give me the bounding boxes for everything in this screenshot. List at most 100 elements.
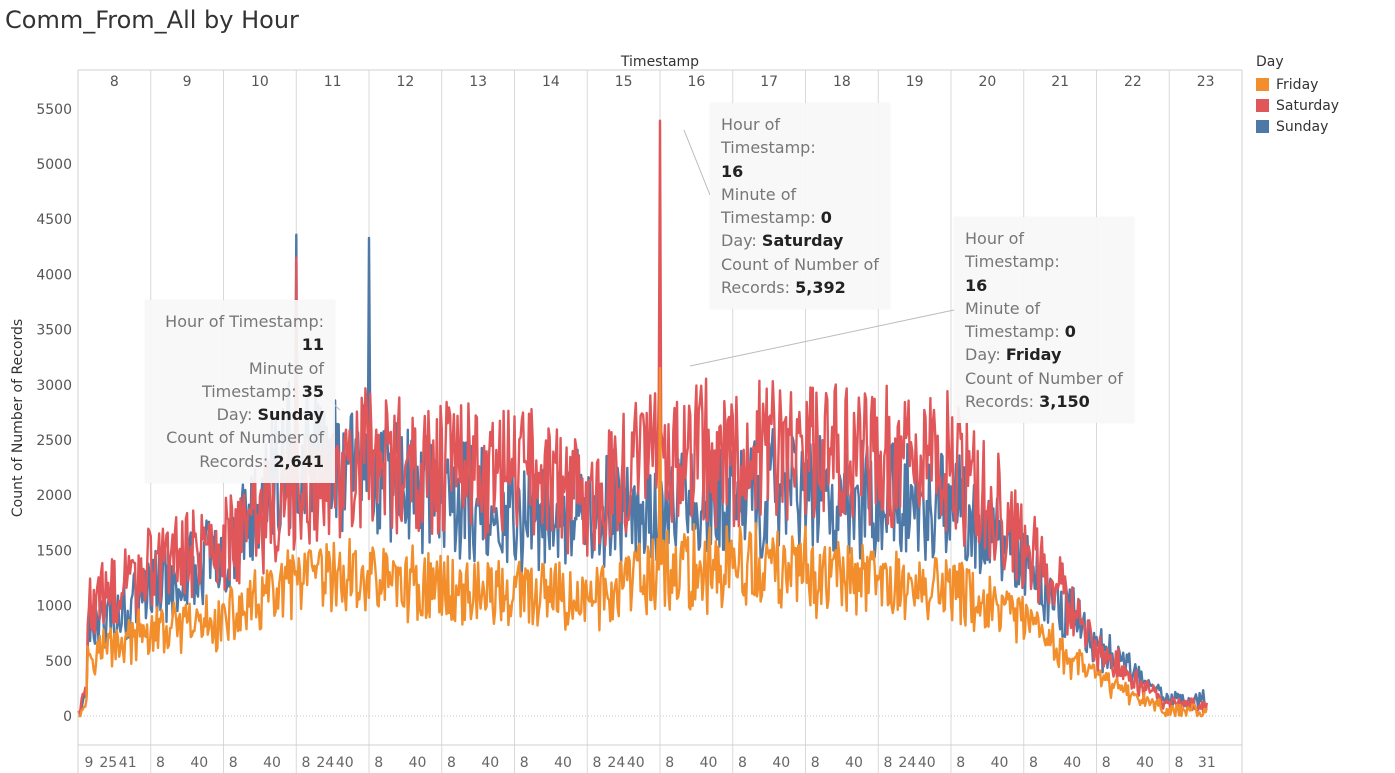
minute-tick-label: 8 — [956, 755, 965, 771]
tooltip-value: 2,641 — [273, 451, 324, 471]
y-tick-label: 2500 — [36, 433, 72, 449]
minute-tick-label: 8 — [1102, 755, 1111, 771]
minute-tick-label: 40 — [409, 755, 427, 771]
tooltip-value: 11 — [301, 335, 324, 355]
minute-tick-label: 41 — [119, 755, 137, 771]
hour-header-label: 15 — [615, 74, 633, 90]
minute-tick-label: 25 — [99, 755, 117, 771]
tooltip-label: Minute of Timestamp: — [201, 358, 324, 401]
minute-tick-label: 24 — [316, 755, 334, 771]
tooltip-pointer — [689, 309, 955, 367]
hour-header-label: 19 — [906, 74, 924, 90]
minute-tick-label: 40 — [190, 755, 208, 771]
tooltip-pointer — [683, 129, 711, 196]
y-tick-label: 0 — [63, 709, 72, 725]
minute-tick-label: 40 — [263, 755, 281, 771]
tooltip-label: Minute of Timestamp: — [965, 298, 1060, 342]
minute-tick-label: 8 — [665, 755, 674, 771]
tooltip-label: Day: — [216, 405, 253, 425]
hour-header-label: 23 — [1197, 74, 1215, 90]
hour-header-label: 8 — [110, 74, 119, 90]
tooltip-label: Count of Number of Records: — [166, 428, 324, 471]
legend: Day Friday Saturday Sunday — [1256, 54, 1339, 137]
hour-header-label: 17 — [760, 74, 778, 90]
minute-tick-label: 8 — [301, 755, 310, 771]
y-tick-label: 4000 — [36, 267, 72, 283]
hour-header-label: 12 — [396, 74, 414, 90]
legend-item-saturday[interactable]: Saturday — [1256, 95, 1339, 116]
y-tick-label: 1000 — [36, 599, 72, 615]
minute-tick-label: 8 — [520, 755, 529, 771]
page-title: Comm_From_All by Hour — [5, 6, 299, 34]
tooltip-value: 0 — [820, 208, 832, 228]
legend-label: Sunday — [1276, 118, 1329, 135]
hour-header-label: 13 — [469, 74, 487, 90]
tooltip-value: 5,392 — [795, 278, 846, 298]
axes: Timestamp 8 9 10 11 12 13 14 15 16 17 18 19 20 21 22 23 9… — [10, 54, 1243, 773]
minute-tick-label: 24 — [898, 755, 916, 771]
tooltip-value: 0 — [1064, 322, 1076, 342]
series-line-friday — [77, 367, 1208, 718]
legend-swatch — [1256, 78, 1269, 91]
minute-tick-label: 8 — [374, 755, 383, 771]
minute-tick-label: 40 — [1063, 755, 1081, 771]
legend-item-friday[interactable]: Friday — [1256, 74, 1339, 95]
minute-tick-label: 8 — [883, 755, 892, 771]
minute-tick-label: 8 — [447, 755, 456, 771]
minute-tick-label: 40 — [627, 755, 645, 771]
minute-tick-label: 40 — [1136, 755, 1154, 771]
minute-tick-label: 8 — [811, 755, 820, 771]
y-tick-label: 5500 — [36, 102, 72, 118]
minute-tick-label: 8 — [592, 755, 601, 771]
y-tick-label: 1500 — [36, 543, 72, 559]
minute-tick-label: 8 — [1174, 755, 1183, 771]
tooltip-label: Count of Number of Records: — [965, 368, 1123, 412]
tooltip-label: Day: — [965, 345, 1001, 365]
legend-item-sunday[interactable]: Sunday — [1256, 116, 1339, 137]
minute-tick-label: 40 — [991, 755, 1009, 771]
minute-tick-label: 8 — [229, 755, 238, 771]
x-axis-title: Timestamp — [620, 54, 699, 70]
hour-header-label: 9 — [183, 74, 192, 90]
minute-tick-label: 40 — [554, 755, 572, 771]
tooltip-sunday: Hour of Timestamp: 11 Minute of Timestamp… — [145, 300, 335, 484]
tooltip-value: 16 — [721, 161, 744, 181]
tooltip-value: 35 — [301, 381, 324, 401]
hour-header-label: 21 — [1051, 74, 1069, 90]
tooltip-value: 3,150 — [1039, 392, 1090, 412]
tooltip-value: Sunday — [257, 405, 325, 425]
hour-header-label: 11 — [324, 74, 342, 90]
minute-tick-label: 40 — [845, 755, 863, 771]
tooltip-value: Saturday — [761, 231, 844, 251]
minute-tick-label: 8 — [1029, 755, 1038, 771]
hour-header-label: 22 — [1124, 74, 1142, 90]
y-tick-label: 5000 — [36, 157, 72, 173]
minute-tick-label: 40 — [481, 755, 499, 771]
y-tick-label: 4500 — [36, 212, 72, 228]
legend-swatch — [1256, 99, 1269, 112]
tooltip-friday: Hour of Timestamp: 16 Minute of Timestamp… — [954, 217, 1134, 424]
y-axis-title: Count of Number of Records — [10, 319, 26, 517]
tooltip-saturday: Hour of Timestamp: 16 Minute of Timestamp… — [710, 103, 890, 310]
minute-tick-label: 40 — [336, 755, 354, 771]
y-tick-label: 500 — [45, 654, 72, 670]
hour-header-label: 18 — [833, 74, 851, 90]
minute-tick-label: 40 — [772, 755, 790, 771]
tooltip-label: Count of Number of Records: — [721, 254, 879, 298]
minute-tick-label: 40 — [918, 755, 936, 771]
tooltip-value: Friday — [1005, 345, 1062, 365]
hour-header-label: 14 — [542, 74, 560, 90]
tooltip-label: Hour of Timestamp: — [165, 312, 324, 331]
minute-tick-label: 24 — [607, 755, 625, 771]
minute-tick-label: 9 — [84, 755, 93, 771]
series-line-saturday — [76, 119, 1208, 715]
minute-tick-label: 8 — [738, 755, 747, 771]
tooltip-label: Hour of Timestamp: — [965, 229, 1060, 272]
y-tick-label: 2000 — [36, 488, 72, 504]
minute-tick-label: 31 — [1198, 755, 1216, 771]
tooltip-value: 16 — [965, 275, 988, 295]
tooltip-label: Day: — [721, 231, 757, 251]
hour-header-label: 16 — [687, 74, 705, 90]
minute-tick-label: 8 — [156, 755, 165, 771]
tooltip-label: Hour of Timestamp: — [721, 115, 816, 158]
